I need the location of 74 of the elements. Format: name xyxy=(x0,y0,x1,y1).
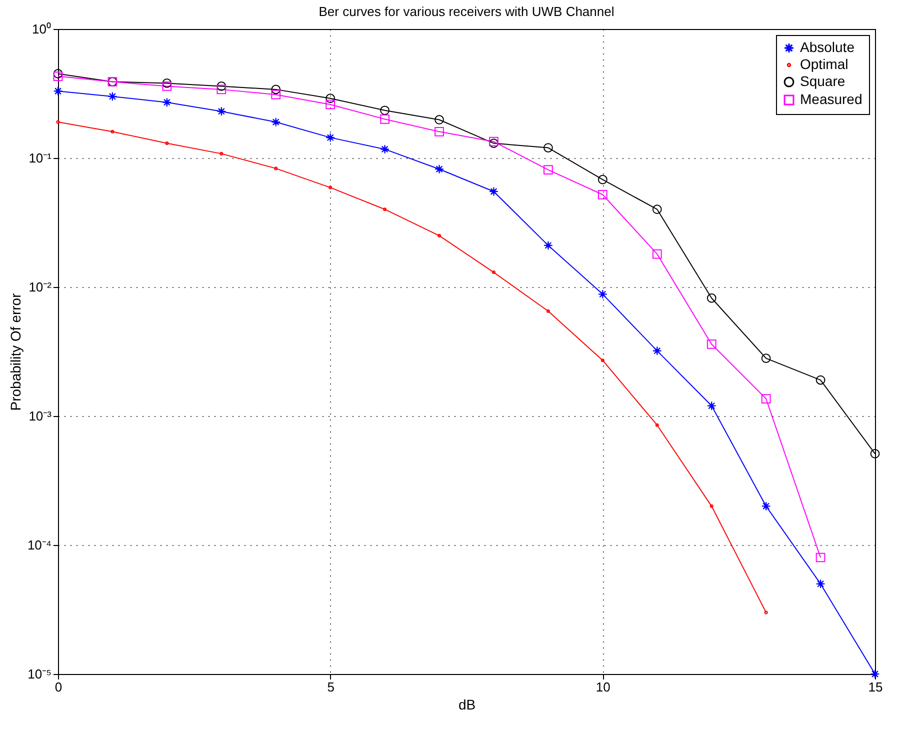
point xyxy=(870,669,880,679)
point xyxy=(328,186,332,190)
y-tick-label: 10⁻¹ xyxy=(28,150,52,166)
point xyxy=(764,610,768,614)
point xyxy=(598,174,608,184)
point xyxy=(162,82,172,91)
point xyxy=(271,117,281,127)
point xyxy=(816,579,826,589)
point xyxy=(706,340,716,349)
point xyxy=(271,84,281,94)
point xyxy=(598,190,608,200)
y-tick-label: 10⁻⁴ xyxy=(27,538,52,552)
point xyxy=(326,94,336,104)
point xyxy=(544,143,553,152)
x-tick-label: 10 xyxy=(596,680,610,694)
x-axis-title: dB xyxy=(458,696,476,712)
point xyxy=(761,501,771,511)
point xyxy=(652,249,662,259)
point xyxy=(380,114,390,124)
point xyxy=(434,164,444,174)
point xyxy=(761,394,771,404)
x-tick-label: 0 xyxy=(54,680,62,694)
point xyxy=(434,115,444,124)
point xyxy=(220,152,224,156)
point xyxy=(271,90,281,100)
point xyxy=(165,142,169,146)
point xyxy=(216,84,226,94)
point xyxy=(492,270,496,274)
point xyxy=(383,208,387,212)
x-tick-label: 15 xyxy=(868,680,883,694)
point xyxy=(652,346,662,356)
point xyxy=(816,552,826,562)
point xyxy=(162,98,172,108)
legend-label: Absolute xyxy=(800,39,855,55)
point xyxy=(162,78,172,88)
point xyxy=(216,82,226,91)
point xyxy=(706,293,716,303)
legend-label: Optimal xyxy=(800,56,848,72)
point xyxy=(544,165,553,174)
point xyxy=(326,100,336,110)
point xyxy=(53,72,63,81)
y-tick-label: 10⁰ xyxy=(32,22,52,36)
y-tick-label: 10⁻⁵ xyxy=(28,666,52,682)
point xyxy=(761,354,771,363)
point xyxy=(380,144,390,154)
legend-label: Square xyxy=(800,73,846,89)
point xyxy=(434,126,444,136)
chart-title: Ber curves for various receivers with UWB Channel xyxy=(318,4,614,19)
point xyxy=(108,92,118,102)
point xyxy=(546,309,550,313)
x-tick-label: 5 xyxy=(327,680,334,694)
y-tick-label: 10⁻² xyxy=(28,280,52,294)
point xyxy=(53,86,63,96)
point xyxy=(706,401,716,410)
point xyxy=(598,289,608,299)
y-tick-label: 10⁻³ xyxy=(28,408,52,424)
line-series xyxy=(56,120,768,614)
point xyxy=(216,106,226,116)
point xyxy=(600,358,604,362)
point xyxy=(870,449,880,458)
point xyxy=(710,504,714,508)
point xyxy=(326,132,336,142)
legend-label: Measured xyxy=(800,91,862,107)
point xyxy=(489,186,498,196)
point xyxy=(380,106,390,116)
point xyxy=(652,204,662,214)
y-axis-title: Probability Of error xyxy=(7,292,24,411)
point xyxy=(110,130,114,134)
point xyxy=(544,240,553,250)
point xyxy=(655,423,659,427)
point xyxy=(816,375,826,385)
point xyxy=(438,234,442,238)
point xyxy=(56,120,60,124)
point xyxy=(274,166,278,170)
